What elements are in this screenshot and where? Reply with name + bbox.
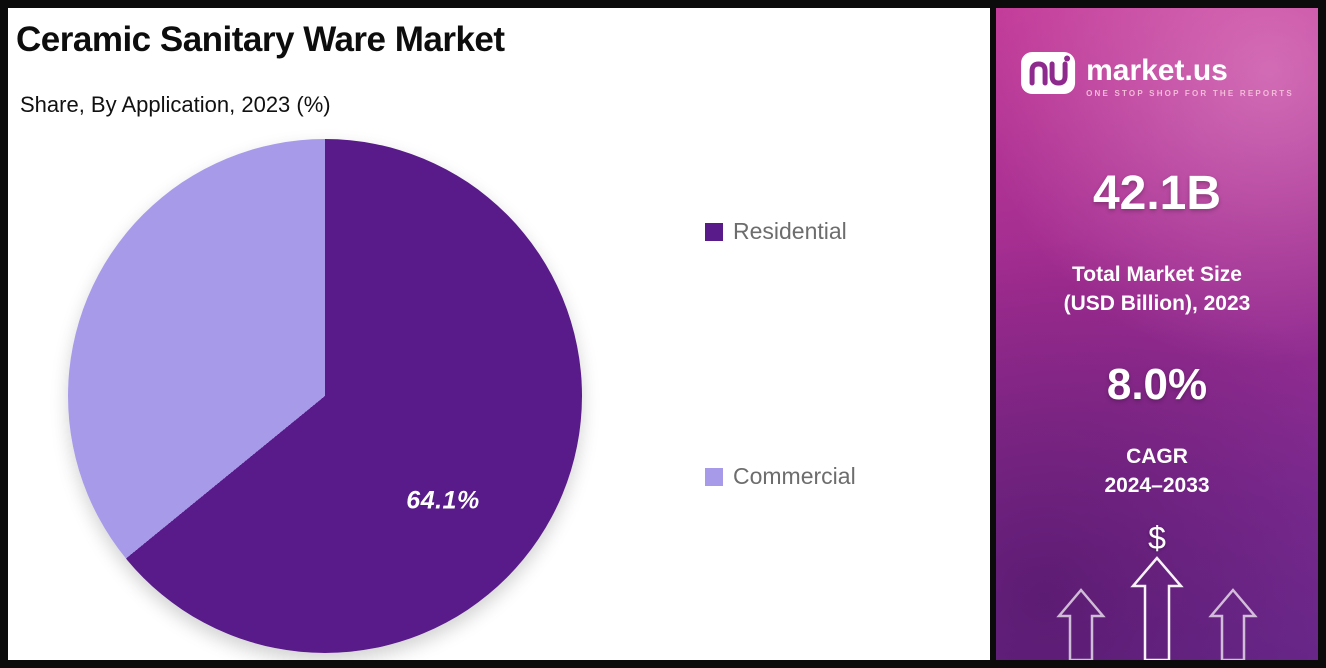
chart-subtitle: Share, By Application, 2023 (%) bbox=[20, 92, 331, 117]
cagr-value: 8.0% bbox=[1106, 360, 1208, 409]
brand-name: market.us bbox=[1086, 53, 1228, 87]
legend-item-residential: Residential bbox=[705, 218, 847, 245]
market-size-label-line1: Total Market Size bbox=[1072, 263, 1242, 286]
cagr-label: CAGR 2024–2033 bbox=[996, 442, 1318, 500]
legend-marker-residential bbox=[705, 222, 723, 241]
legend-item-commercial: Commercial bbox=[705, 463, 856, 490]
chart-title: Ceramic Sanitary Ware Market bbox=[16, 20, 505, 59]
cagr-label-line2: 2024–2033 bbox=[1104, 474, 1210, 497]
dollar-icon: $ bbox=[1148, 520, 1166, 556]
brand-tagline: ONE STOP SHOP FOR THE REPORTS bbox=[1086, 88, 1294, 98]
growth-arrows-graphic: $ bbox=[1037, 520, 1277, 660]
pie-slice-label-residential: 64.1% bbox=[406, 486, 480, 515]
cagr-label-line1: CAGR bbox=[1126, 445, 1188, 468]
legend-marker-commercial bbox=[705, 467, 723, 486]
marketus-logo-icon bbox=[1020, 50, 1076, 103]
brand-logo: market.us ONE STOP SHOP FOR THE REPORTS bbox=[1020, 50, 1294, 103]
legend-label-commercial: Commercial bbox=[733, 463, 856, 489]
up-arrows-icon bbox=[1056, 556, 1258, 660]
pie-chart bbox=[68, 139, 582, 653]
legend-label-residential: Residential bbox=[733, 218, 847, 244]
chart-panel: Ceramic Sanitary Ware Market Share, By A… bbox=[8, 8, 990, 660]
brand-text-block: market.us ONE STOP SHOP FOR THE REPORTS bbox=[1086, 53, 1294, 98]
pie-chart-wrap: 64.1% bbox=[68, 139, 582, 653]
market-size-label-line2: (USD Billion), 2023 bbox=[1063, 292, 1251, 315]
market-size-value: 42.1B bbox=[1092, 167, 1222, 220]
brand-panel: market.us ONE STOP SHOP FOR THE REPORTS … bbox=[996, 8, 1318, 660]
market-size-label: Total Market Size (USD Billion), 2023 bbox=[996, 260, 1318, 318]
